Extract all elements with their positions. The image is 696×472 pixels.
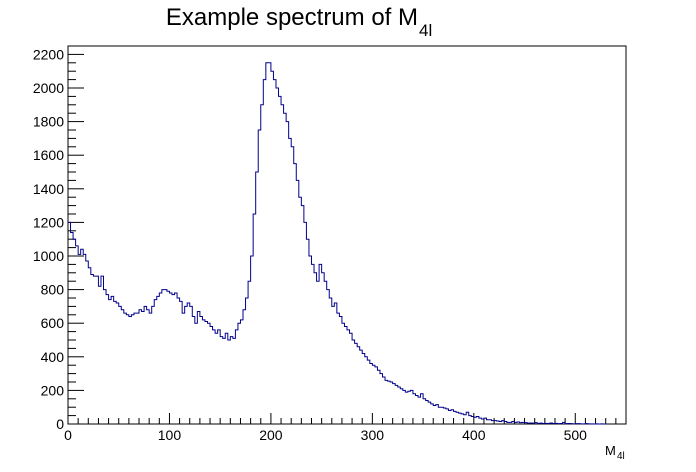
chart-title: Example spectrum of M <box>166 4 418 31</box>
y-axis-ticks <box>68 45 84 425</box>
y-tick-label: 1400 <box>33 181 64 197</box>
y-tick-label: 800 <box>41 282 65 298</box>
y-tick-label: 2200 <box>33 46 64 62</box>
y-tick-label: 1600 <box>33 147 64 163</box>
plot-frame <box>67 45 627 425</box>
y-tick-label: 600 <box>41 315 65 331</box>
x-axis-title-main: M <box>605 443 616 458</box>
y-tick-label: 1800 <box>33 114 64 130</box>
x-tick-label: 0 <box>64 427 72 443</box>
x-tick-label: 100 <box>158 427 182 443</box>
x-tick-label: 400 <box>462 427 486 443</box>
x-tick-label: 500 <box>564 427 588 443</box>
x-tick-label: 300 <box>361 427 385 443</box>
y-tick-label: 1200 <box>33 214 64 230</box>
x-axis-tick-labels: 0 100 200 300 400 500 <box>64 427 587 443</box>
x-axis-ticks <box>67 413 627 424</box>
y-tick-label: 1000 <box>33 248 64 264</box>
histogram-series-line <box>68 62 606 425</box>
y-tick-label: 200 <box>41 382 65 398</box>
y-tick-label: 2000 <box>33 80 64 96</box>
y-axis-tick-labels: 0 200 400 600 800 1000 1200 1400 1600 1800 2000 220… <box>33 46 64 432</box>
y-tick-label: 0 <box>56 416 64 432</box>
y-tick-label: 400 <box>41 349 65 365</box>
x-axis-title-subscript: 4l <box>617 451 625 462</box>
chart-title-main: Example spectrum of M <box>166 4 418 31</box>
x-tick-label: 200 <box>259 427 283 443</box>
chart-title-subscript: 4l <box>419 21 432 40</box>
